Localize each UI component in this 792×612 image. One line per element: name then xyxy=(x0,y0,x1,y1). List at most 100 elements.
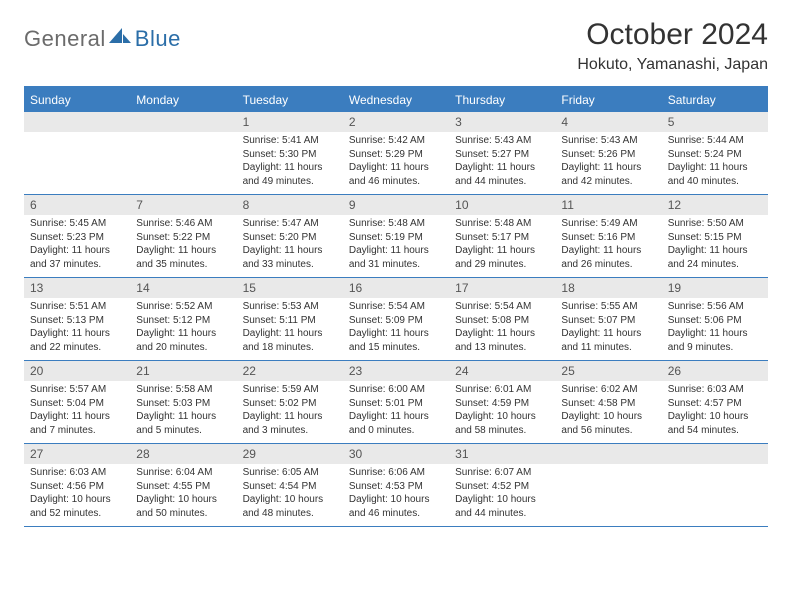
week-row: 1Sunrise: 5:41 AMSunset: 5:30 PMDaylight… xyxy=(24,112,768,195)
day-body: Sunrise: 5:48 AMSunset: 5:19 PMDaylight:… xyxy=(343,217,449,271)
day-body: Sunrise: 5:55 AMSunset: 5:07 PMDaylight:… xyxy=(555,300,661,354)
daylight-text: Daylight: 11 hours and 33 minutes. xyxy=(243,244,337,271)
day-cell: 29Sunrise: 6:05 AMSunset: 4:54 PMDayligh… xyxy=(237,444,343,526)
day-cell: 28Sunrise: 6:04 AMSunset: 4:55 PMDayligh… xyxy=(130,444,236,526)
day-number: 29 xyxy=(237,444,343,464)
day-cell: 6Sunrise: 5:45 AMSunset: 5:23 PMDaylight… xyxy=(24,195,130,277)
day-cell: 25Sunrise: 6:02 AMSunset: 4:58 PMDayligh… xyxy=(555,361,661,443)
sunrise-text: Sunrise: 5:53 AM xyxy=(243,300,337,314)
sunset-text: Sunset: 5:11 PM xyxy=(243,314,337,328)
day-body: Sunrise: 5:47 AMSunset: 5:20 PMDaylight:… xyxy=(237,217,343,271)
logo: General Blue xyxy=(24,18,181,52)
sunset-text: Sunset: 5:20 PM xyxy=(243,231,337,245)
title-block: October 2024 Hokuto, Yamanashi, Japan xyxy=(577,18,768,74)
sunset-text: Sunset: 5:29 PM xyxy=(349,148,443,162)
sunset-text: Sunset: 5:06 PM xyxy=(668,314,762,328)
sunset-text: Sunset: 5:01 PM xyxy=(349,397,443,411)
daylight-text: Daylight: 11 hours and 35 minutes. xyxy=(136,244,230,271)
day-number: 19 xyxy=(662,278,768,298)
day-number: 5 xyxy=(662,112,768,132)
day-number: 17 xyxy=(449,278,555,298)
day-number: 8 xyxy=(237,195,343,215)
sunrise-text: Sunrise: 6:02 AM xyxy=(561,383,655,397)
day-body: Sunrise: 6:06 AMSunset: 4:53 PMDaylight:… xyxy=(343,466,449,520)
day-cell: 13Sunrise: 5:51 AMSunset: 5:13 PMDayligh… xyxy=(24,278,130,360)
day-cell: 21Sunrise: 5:58 AMSunset: 5:03 PMDayligh… xyxy=(130,361,236,443)
page: General Blue October 2024 Hokuto, Yamana… xyxy=(0,0,792,545)
sunrise-text: Sunrise: 5:43 AM xyxy=(455,134,549,148)
day-cell: 26Sunrise: 6:03 AMSunset: 4:57 PMDayligh… xyxy=(662,361,768,443)
day-body: Sunrise: 5:57 AMSunset: 5:04 PMDaylight:… xyxy=(24,383,130,437)
day-number xyxy=(130,112,236,132)
sunrise-text: Sunrise: 5:48 AM xyxy=(349,217,443,231)
day-body: Sunrise: 6:03 AMSunset: 4:57 PMDaylight:… xyxy=(662,383,768,437)
sunset-text: Sunset: 5:22 PM xyxy=(136,231,230,245)
day-body: Sunrise: 5:54 AMSunset: 5:09 PMDaylight:… xyxy=(343,300,449,354)
daylight-text: Daylight: 11 hours and 31 minutes. xyxy=(349,244,443,271)
sunrise-text: Sunrise: 5:41 AM xyxy=(243,134,337,148)
dow-saturday: Saturday xyxy=(662,88,768,112)
sunrise-text: Sunrise: 6:07 AM xyxy=(455,466,549,480)
sunrise-text: Sunrise: 5:46 AM xyxy=(136,217,230,231)
day-cell: 10Sunrise: 5:48 AMSunset: 5:17 PMDayligh… xyxy=(449,195,555,277)
sunset-text: Sunset: 5:19 PM xyxy=(349,231,443,245)
day-number: 12 xyxy=(662,195,768,215)
day-number: 6 xyxy=(24,195,130,215)
day-number: 10 xyxy=(449,195,555,215)
sunrise-text: Sunrise: 5:54 AM xyxy=(455,300,549,314)
sunset-text: Sunset: 5:12 PM xyxy=(136,314,230,328)
month-title: October 2024 xyxy=(577,18,768,52)
daylight-text: Daylight: 11 hours and 15 minutes. xyxy=(349,327,443,354)
day-number: 18 xyxy=(555,278,661,298)
day-cell: 31Sunrise: 6:07 AMSunset: 4:52 PMDayligh… xyxy=(449,444,555,526)
day-number: 2 xyxy=(343,112,449,132)
sunset-text: Sunset: 5:17 PM xyxy=(455,231,549,245)
day-body: Sunrise: 5:59 AMSunset: 5:02 PMDaylight:… xyxy=(237,383,343,437)
day-body: Sunrise: 5:58 AMSunset: 5:03 PMDaylight:… xyxy=(130,383,236,437)
day-number: 24 xyxy=(449,361,555,381)
day-number: 13 xyxy=(24,278,130,298)
sunset-text: Sunset: 4:52 PM xyxy=(455,480,549,494)
day-body: Sunrise: 6:05 AMSunset: 4:54 PMDaylight:… xyxy=(237,466,343,520)
day-body: Sunrise: 5:43 AMSunset: 5:27 PMDaylight:… xyxy=(449,134,555,188)
sunrise-text: Sunrise: 5:43 AM xyxy=(561,134,655,148)
dow-thursday: Thursday xyxy=(449,88,555,112)
sunset-text: Sunset: 4:54 PM xyxy=(243,480,337,494)
day-body: Sunrise: 6:02 AMSunset: 4:58 PMDaylight:… xyxy=(555,383,661,437)
sunset-text: Sunset: 5:07 PM xyxy=(561,314,655,328)
day-number: 16 xyxy=(343,278,449,298)
daylight-text: Daylight: 10 hours and 52 minutes. xyxy=(30,493,124,520)
daylight-text: Daylight: 10 hours and 56 minutes. xyxy=(561,410,655,437)
sunset-text: Sunset: 5:23 PM xyxy=(30,231,124,245)
sunrise-text: Sunrise: 5:54 AM xyxy=(349,300,443,314)
day-body: Sunrise: 5:49 AMSunset: 5:16 PMDaylight:… xyxy=(555,217,661,271)
day-body: Sunrise: 5:44 AMSunset: 5:24 PMDaylight:… xyxy=(662,134,768,188)
dow-sunday: Sunday xyxy=(24,88,130,112)
day-body: Sunrise: 6:00 AMSunset: 5:01 PMDaylight:… xyxy=(343,383,449,437)
day-cell: 23Sunrise: 6:00 AMSunset: 5:01 PMDayligh… xyxy=(343,361,449,443)
sunrise-text: Sunrise: 5:59 AM xyxy=(243,383,337,397)
dow-tuesday: Tuesday xyxy=(237,88,343,112)
daylight-text: Daylight: 11 hours and 18 minutes. xyxy=(243,327,337,354)
day-cell: 3Sunrise: 5:43 AMSunset: 5:27 PMDaylight… xyxy=(449,112,555,194)
header: General Blue October 2024 Hokuto, Yamana… xyxy=(24,18,768,74)
weeks-container: 1Sunrise: 5:41 AMSunset: 5:30 PMDaylight… xyxy=(24,112,768,527)
sunset-text: Sunset: 5:08 PM xyxy=(455,314,549,328)
day-cell xyxy=(130,112,236,194)
day-cell: 8Sunrise: 5:47 AMSunset: 5:20 PMDaylight… xyxy=(237,195,343,277)
sunset-text: Sunset: 4:53 PM xyxy=(349,480,443,494)
sunset-text: Sunset: 4:58 PM xyxy=(561,397,655,411)
sunrise-text: Sunrise: 5:49 AM xyxy=(561,217,655,231)
day-number: 11 xyxy=(555,195,661,215)
day-body: Sunrise: 5:45 AMSunset: 5:23 PMDaylight:… xyxy=(24,217,130,271)
week-row: 27Sunrise: 6:03 AMSunset: 4:56 PMDayligh… xyxy=(24,444,768,527)
sunset-text: Sunset: 4:59 PM xyxy=(455,397,549,411)
daylight-text: Daylight: 11 hours and 3 minutes. xyxy=(243,410,337,437)
day-number: 26 xyxy=(662,361,768,381)
daylight-text: Daylight: 10 hours and 46 minutes. xyxy=(349,493,443,520)
sunset-text: Sunset: 4:57 PM xyxy=(668,397,762,411)
sunrise-text: Sunrise: 6:03 AM xyxy=(668,383,762,397)
day-cell xyxy=(662,444,768,526)
daylight-text: Daylight: 11 hours and 7 minutes. xyxy=(30,410,124,437)
day-body: Sunrise: 5:46 AMSunset: 5:22 PMDaylight:… xyxy=(130,217,236,271)
